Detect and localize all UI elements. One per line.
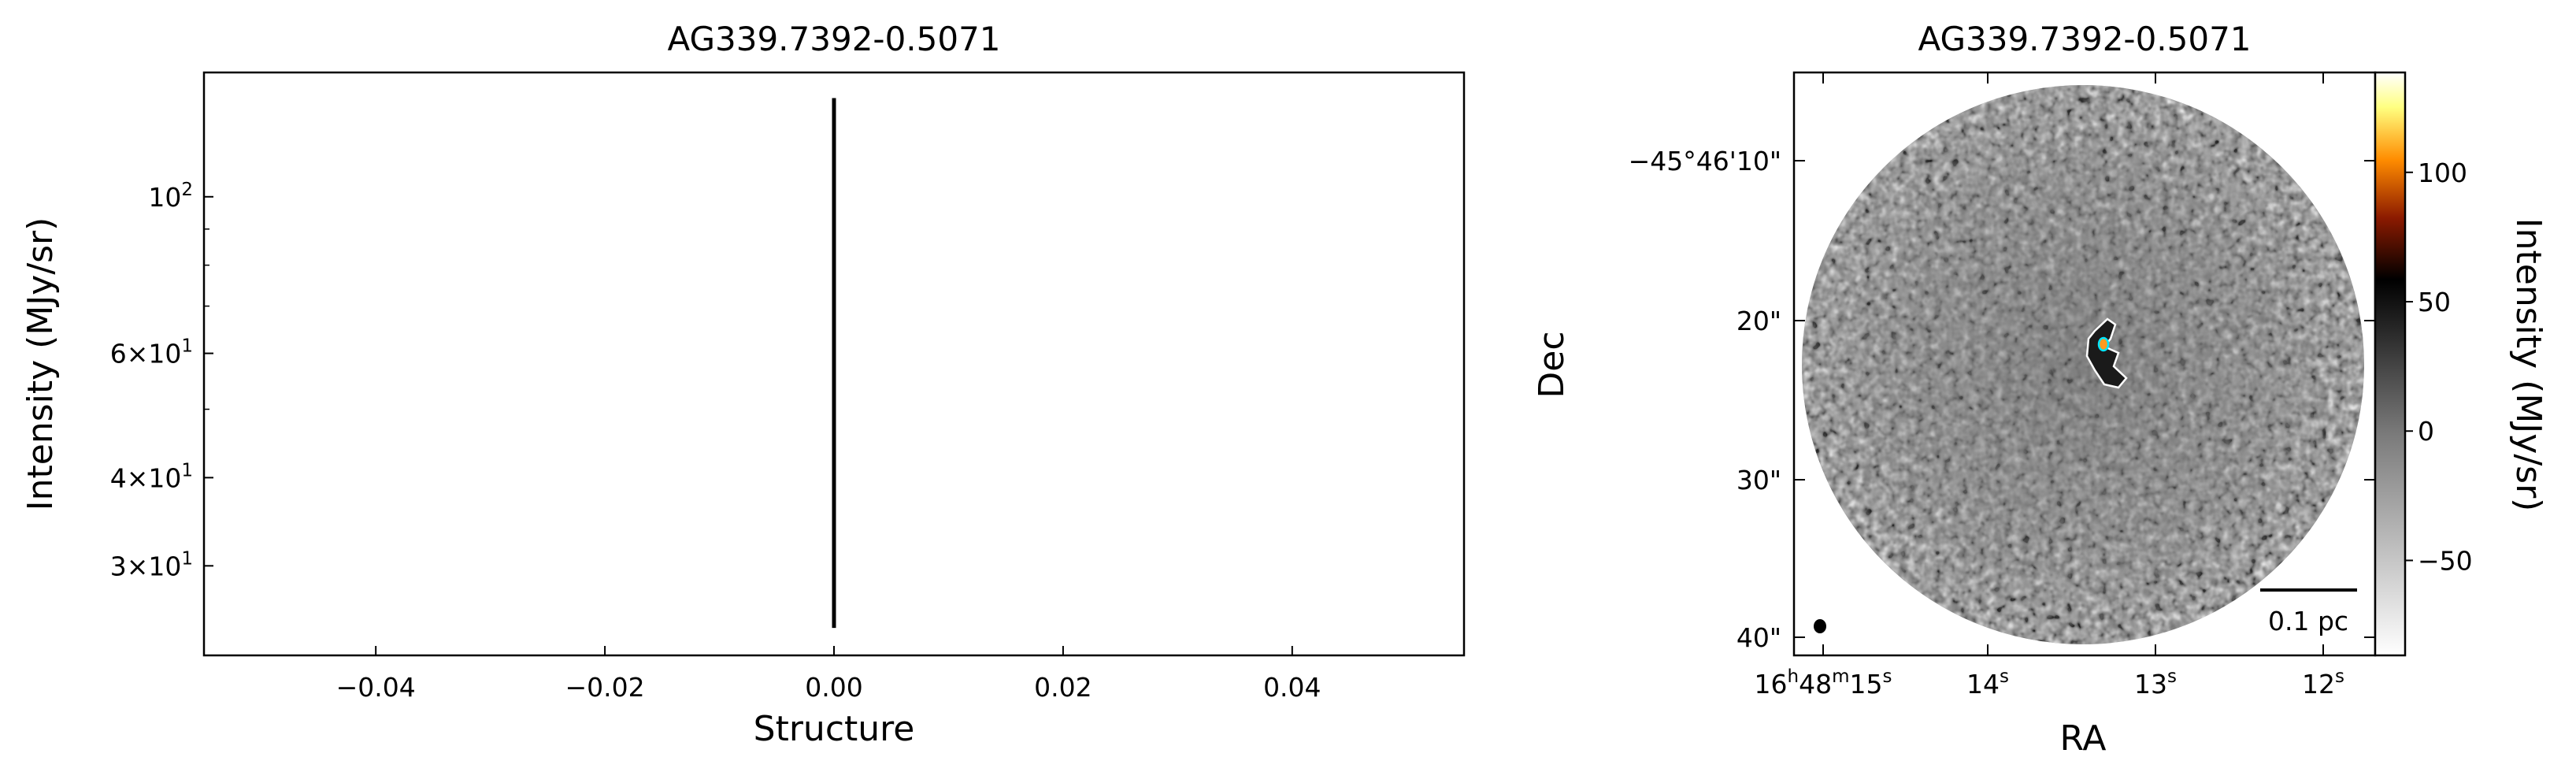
- right-ticks: 16h48m15s 14s 13s 12s −45°46'10" 20" 30" 40": [1629, 72, 2375, 700]
- colorbar-tick-label: 0: [2418, 416, 2434, 447]
- x-tick-label: −0.04: [336, 672, 416, 703]
- contour-white: [2085, 317, 2128, 389]
- left-y-label: Intensity (MJy/sr): [20, 217, 61, 511]
- colorbar-tick-label: 50: [2418, 287, 2451, 317]
- y-tick-label: 4×101: [110, 460, 193, 493]
- beam-ellipse: [1814, 619, 1826, 633]
- y-tick-label: 102: [148, 180, 193, 213]
- left-x-ticks: −0.04 −0.02 0.00 0.02 0.04: [336, 646, 1321, 703]
- y-tick-label: 3×101: [110, 548, 193, 581]
- right-x-label: RA: [2060, 718, 2107, 759]
- contour-cyan: [2097, 336, 2110, 352]
- right-title: AG339.7392-0.5071: [1918, 20, 2251, 58]
- ra-tick-label: 16h48m15s: [1755, 666, 1892, 700]
- colorbar-label: Intensity (MJy/sr): [2508, 218, 2548, 512]
- colorbar-tick-label: 100: [2418, 158, 2467, 188]
- dec-tick-label: 20": [1736, 306, 1781, 336]
- scalebar-label: 0.1 pc: [2268, 606, 2348, 636]
- x-tick-label: 0.04: [1263, 672, 1321, 703]
- dec-tick-label: 30": [1736, 465, 1781, 495]
- left-y-ticks: 102 6×101 4×101 3×101: [110, 180, 213, 581]
- ra-tick-label: 12s: [2302, 666, 2344, 700]
- right-panel: AG339.7392-0.5071 0.1 pc 16h48m15s 14s 13s…: [1532, 20, 2548, 759]
- x-tick-label: −0.02: [565, 672, 645, 703]
- dec-tick-label: −45°46'10": [1629, 146, 1781, 176]
- colorbar-tick-label: −50: [2418, 545, 2473, 576]
- x-tick-label: 0.02: [1034, 672, 1092, 703]
- colorbar-ticks: 100 50 0 −50: [2405, 158, 2473, 576]
- ra-tick-label: 14s: [1966, 666, 2009, 700]
- colorbar: [2374, 71, 2407, 657]
- left-panel: AG339.7392-0.5071 −0.04 −0.02 0.00 0.02 0.04…: [20, 20, 1466, 749]
- x-tick-label: 0.00: [805, 672, 862, 703]
- right-y-label: Dec: [1532, 331, 1572, 398]
- ra-tick-label: 13s: [2134, 666, 2177, 700]
- intensity-map: [1802, 85, 2364, 644]
- left-title: AG339.7392-0.5071: [667, 20, 1000, 58]
- y-tick-label: 6×101: [110, 336, 193, 369]
- dec-tick-label: 40": [1736, 622, 1781, 653]
- left-x-label: Structure: [754, 709, 915, 749]
